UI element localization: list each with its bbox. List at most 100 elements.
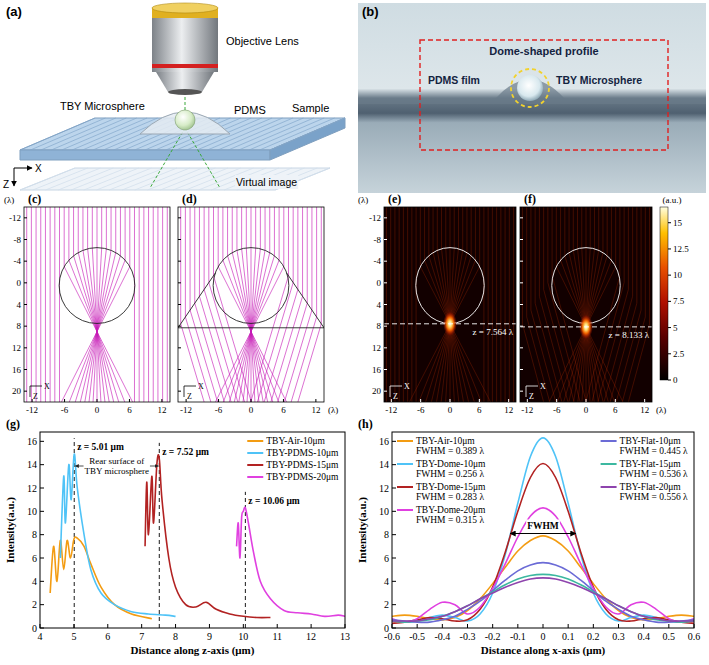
plot-area bbox=[178, 207, 324, 402]
label: -8 bbox=[374, 235, 382, 245]
y-tick bbox=[520, 391, 523, 392]
label: 0 bbox=[448, 405, 453, 415]
y-tick bbox=[178, 282, 181, 283]
label: -12 bbox=[521, 405, 533, 415]
label: 12 bbox=[27, 483, 37, 494]
legend: TBY-PDMS-20μmTBY-PDMS-15μmTBY-PDMS-10μmT… bbox=[247, 436, 339, 482]
label: 0 bbox=[95, 405, 100, 415]
label: FWHM = 0.445 λ bbox=[620, 446, 688, 456]
ray bbox=[582, 207, 590, 402]
plot-bg bbox=[40, 432, 345, 628]
label: TBY-Flat-10μm bbox=[620, 436, 682, 446]
label: Z bbox=[529, 392, 534, 401]
label: TBY Microsphere bbox=[556, 74, 642, 86]
series-line bbox=[392, 578, 694, 621]
y-tick bbox=[178, 347, 181, 348]
legend-swatch bbox=[247, 476, 263, 478]
ray bbox=[390, 207, 391, 402]
focus-line bbox=[520, 326, 652, 327]
label: 8 bbox=[173, 631, 178, 642]
legend-swatch bbox=[397, 463, 413, 465]
label: 14 bbox=[27, 459, 37, 470]
grating-line bbox=[228, 118, 303, 150]
series-line bbox=[392, 438, 694, 622]
objective-lens bbox=[168, 89, 202, 95]
ray bbox=[157, 207, 158, 402]
ray bbox=[450, 207, 451, 402]
label: (b) bbox=[362, 4, 379, 19]
x-tick bbox=[209, 624, 210, 628]
x-tick bbox=[586, 399, 587, 402]
ray bbox=[278, 207, 308, 402]
label: 16 bbox=[27, 436, 37, 447]
label: FWHM = 0.256 λ bbox=[416, 469, 484, 479]
x-tick bbox=[97, 399, 98, 402]
ray bbox=[209, 207, 245, 402]
ray bbox=[257, 207, 293, 402]
y-tick bbox=[24, 239, 27, 240]
y-tick bbox=[40, 581, 44, 582]
y-tick bbox=[392, 558, 396, 559]
grating-line bbox=[249, 118, 324, 150]
y-tick bbox=[24, 217, 27, 218]
x-tick bbox=[644, 399, 645, 402]
label: FWHM = 0.283 λ bbox=[416, 492, 484, 502]
ray bbox=[59, 207, 60, 402]
label: TBY-Flat-20μm bbox=[620, 482, 682, 492]
label: (c) bbox=[28, 192, 41, 206]
colorbar-tick bbox=[668, 222, 671, 223]
legend-swatch bbox=[601, 440, 617, 442]
label: TBY-Dome-20μm bbox=[416, 505, 486, 515]
y-tick bbox=[520, 326, 523, 327]
frame bbox=[24, 207, 170, 402]
ray bbox=[298, 207, 321, 402]
label: 20 bbox=[12, 386, 22, 396]
x-tick bbox=[568, 624, 569, 628]
colorbar-tick bbox=[668, 248, 671, 249]
label: z = 10.06 μm bbox=[248, 496, 300, 506]
legend: TBY-Air-10μmFWHM = 0.389 λTBY-Dome-10μmF… bbox=[397, 436, 486, 525]
ray bbox=[505, 207, 506, 402]
series-line bbox=[237, 507, 345, 616]
y-tick bbox=[24, 347, 27, 348]
y-tick bbox=[178, 326, 181, 327]
ray bbox=[622, 207, 645, 402]
label: X bbox=[540, 382, 546, 391]
y-tick bbox=[392, 534, 396, 535]
y-tick bbox=[40, 534, 44, 535]
label: -6 bbox=[61, 405, 69, 415]
label: 12 bbox=[12, 343, 21, 353]
y-tick bbox=[40, 464, 44, 465]
x-tick bbox=[311, 624, 312, 628]
x-tick bbox=[243, 624, 244, 628]
y-tick bbox=[40, 488, 44, 489]
label: 6 bbox=[477, 405, 482, 415]
label: 4 bbox=[32, 576, 37, 587]
frame bbox=[178, 207, 324, 402]
y-tick bbox=[24, 369, 27, 370]
series-line bbox=[392, 508, 694, 622]
legend-swatch bbox=[247, 440, 263, 442]
label: TBY-Air-10μm bbox=[266, 436, 325, 446]
ray bbox=[492, 207, 493, 402]
legend-swatch bbox=[601, 486, 617, 488]
highlight-box bbox=[420, 40, 668, 150]
label: -12 bbox=[26, 405, 38, 415]
series-line bbox=[60, 454, 175, 616]
label: Intensity(a.u.) bbox=[4, 497, 17, 563]
y-tick bbox=[392, 604, 396, 605]
ray bbox=[45, 207, 46, 402]
label: (d) bbox=[182, 192, 197, 206]
x-tick bbox=[73, 624, 74, 628]
label: TBY-Dome-15μm bbox=[416, 482, 486, 492]
ray bbox=[446, 207, 455, 402]
x-tick bbox=[218, 399, 219, 402]
ray bbox=[229, 207, 274, 402]
colorbar-tick bbox=[668, 275, 671, 276]
axis-indicator bbox=[184, 386, 196, 387]
label: X bbox=[404, 382, 410, 391]
x-tick bbox=[391, 399, 392, 402]
microsphere-outline bbox=[552, 248, 620, 324]
label-line: Rear surface of bbox=[89, 456, 144, 466]
label: 0 bbox=[541, 631, 546, 642]
